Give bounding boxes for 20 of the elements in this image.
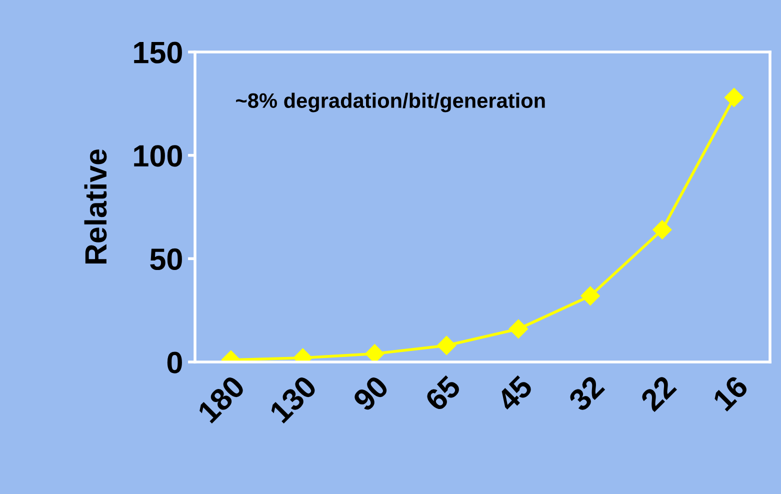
y-tick-label: 0 <box>167 352 182 374</box>
point <box>652 220 672 240</box>
y-tick-label: 100 <box>134 145 182 167</box>
x-tick-label: 45 <box>496 374 534 413</box>
point <box>508 319 528 338</box>
point <box>724 88 744 107</box>
x-tick-label: 180 <box>196 374 246 424</box>
x-tick-label: 22 <box>639 374 677 412</box>
y-tick-label: 150 <box>134 42 182 64</box>
x-tick-label: 32 <box>567 374 606 413</box>
annotation: ~8% degradation/bit/generation <box>236 92 545 112</box>
point <box>365 344 384 362</box>
x-tick-label: 16 <box>712 374 750 412</box>
x-tick-label: 90 <box>352 374 390 412</box>
y-axis-title: Relative <box>84 149 107 264</box>
x-tick-label: 65 <box>424 374 462 412</box>
point <box>580 286 600 306</box>
y-tick-label: 50 <box>150 248 182 270</box>
point <box>437 336 456 355</box>
x-tick-label: 130 <box>268 374 318 424</box>
